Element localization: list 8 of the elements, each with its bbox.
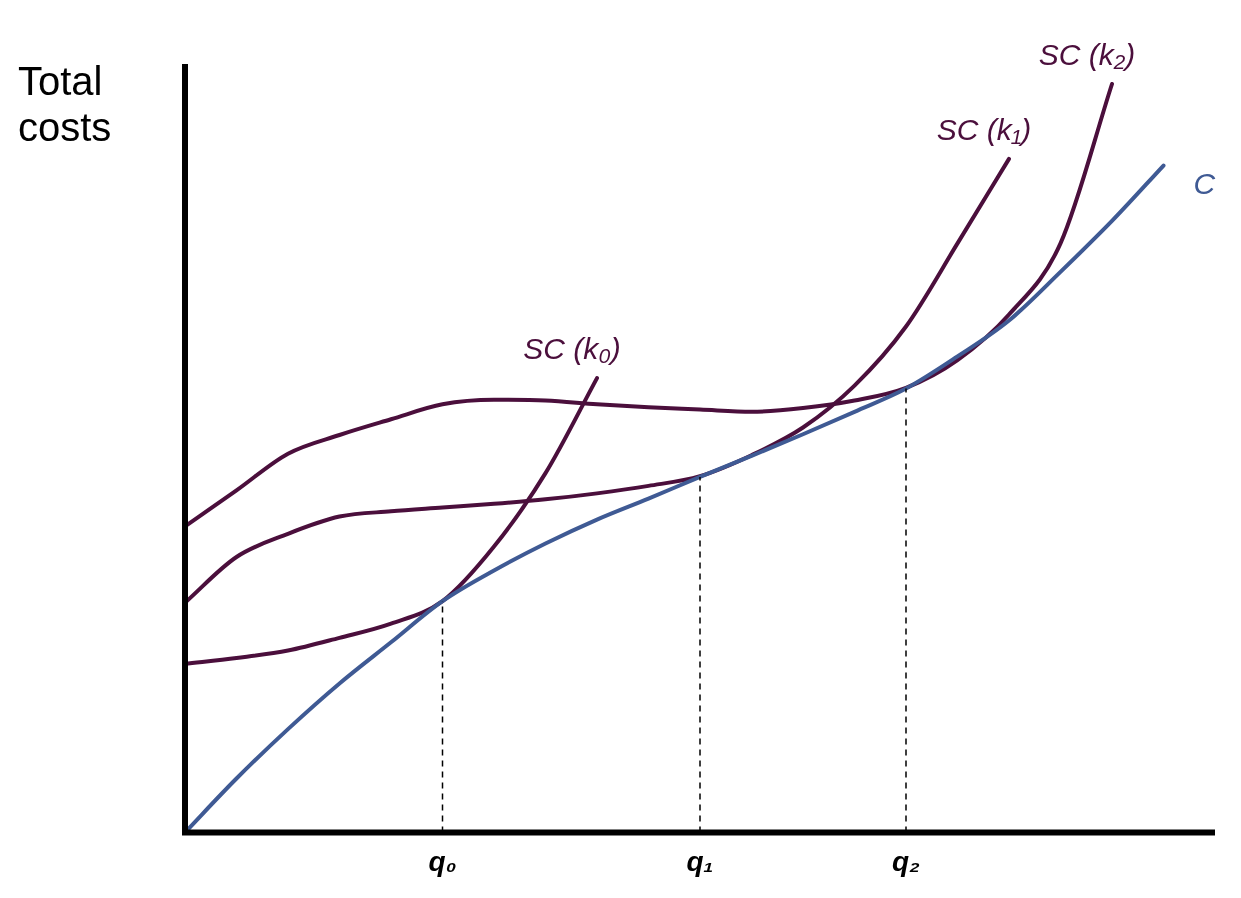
series-label: SC (k₂)	[1038, 38, 1136, 72]
x-tick-label: q₁	[686, 845, 714, 877]
series-label: SC (k₁)	[936, 113, 1032, 147]
x-tick-label: q₀	[428, 845, 457, 877]
y-axis-title: Total costs	[18, 58, 113, 150]
x-tick-label: q₂	[892, 845, 920, 877]
series-label: C	[1193, 166, 1216, 200]
series-label: SC (k₀)	[523, 332, 621, 366]
